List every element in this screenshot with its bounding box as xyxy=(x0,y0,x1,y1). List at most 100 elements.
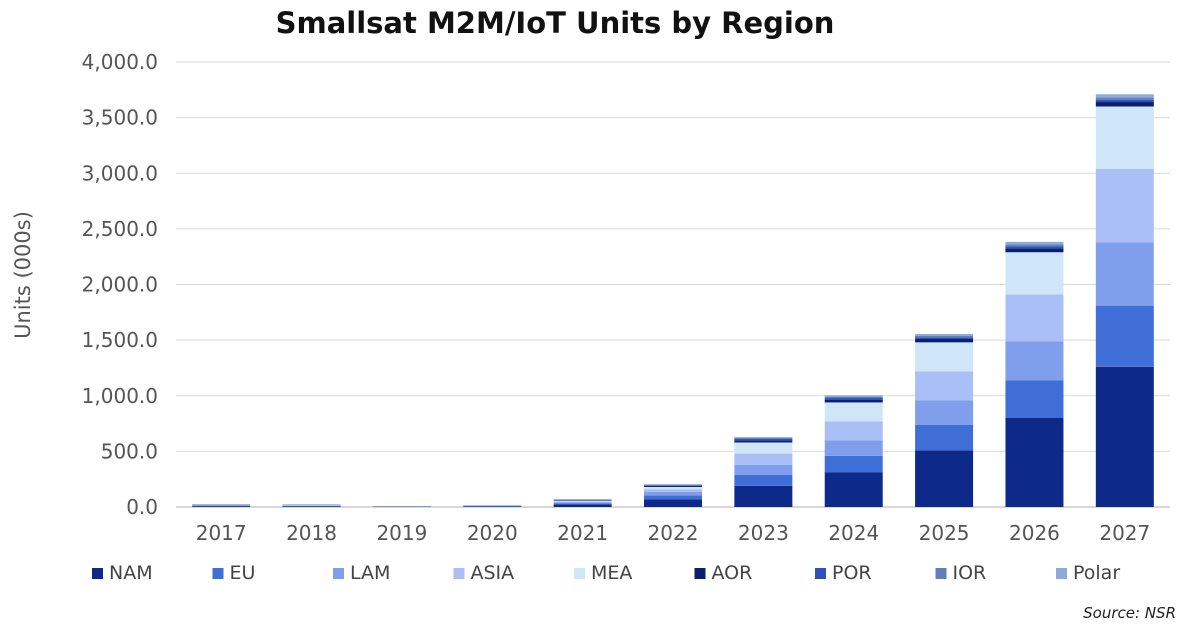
bar-segment-aor xyxy=(1095,102,1154,107)
bar-segment-polar xyxy=(824,395,883,397)
bar-segment-ior xyxy=(915,335,974,338)
bar-segment-polar xyxy=(1005,241,1064,245)
bar-segment-lam xyxy=(644,491,702,496)
bar-segment-nam xyxy=(192,506,251,507)
bar-segment-aor xyxy=(915,339,974,343)
legend-swatch xyxy=(212,568,224,579)
bar-segment-polar xyxy=(734,436,793,438)
bar-segment-lam xyxy=(734,464,793,475)
bar-segment-asia xyxy=(1005,294,1064,342)
y-tick-label: 4,000.0 xyxy=(82,50,158,74)
legend-swatch xyxy=(1056,568,1067,579)
x-tick-label: 2023 xyxy=(738,521,789,545)
bar-segment-eu xyxy=(192,505,251,507)
bar-segment-nam xyxy=(824,472,883,507)
bar-segment-eu xyxy=(553,503,612,505)
x-tick-label: 2018 xyxy=(286,521,337,545)
x-tick-label: 2026 xyxy=(1009,521,1060,545)
x-tick-label: 2024 xyxy=(828,521,879,545)
bar-segment-asia xyxy=(915,371,974,401)
legend-label: LAM xyxy=(350,562,390,584)
bar-segment-eu xyxy=(1005,380,1064,418)
bar-segment-nam xyxy=(463,506,522,507)
bar-segment-mea xyxy=(1005,252,1064,295)
bar-segment-por xyxy=(644,485,702,486)
legend-swatch xyxy=(935,568,947,579)
bar-segment-asia xyxy=(824,421,883,441)
x-tick-label: 2020 xyxy=(467,521,518,545)
legend-swatch xyxy=(92,568,103,579)
x-tick-label: 2017 xyxy=(196,521,247,545)
bar-segment-por xyxy=(915,337,974,340)
bar-segment-nam xyxy=(1095,366,1154,507)
bar-segment-aor xyxy=(553,500,612,501)
bar-segment-nam xyxy=(553,504,612,507)
y-tick-label: 2,500.0 xyxy=(82,217,158,241)
bar-segment-lam xyxy=(553,502,612,504)
legend-swatch xyxy=(333,568,344,579)
bar-segment-por xyxy=(1005,246,1064,249)
bar-segment-mea xyxy=(734,442,793,454)
y-tick-label: 1,500.0 xyxy=(82,328,158,352)
bar-segment-lam xyxy=(824,440,883,456)
bar-segment-asia xyxy=(1095,168,1154,243)
bar-segment-lam xyxy=(915,400,974,425)
bars xyxy=(192,94,1154,507)
legend-swatch xyxy=(574,568,585,579)
bar-segment-polar xyxy=(1095,94,1154,98)
legend-label: Polar xyxy=(1073,562,1120,584)
bar-segment-mea xyxy=(824,402,883,422)
chart-title: Smallsat M2M/IoT Units by Region xyxy=(275,6,835,40)
bar-segment-nam xyxy=(282,506,341,507)
legend-swatch xyxy=(453,568,465,579)
y-tick-label: 3,500.0 xyxy=(82,106,158,130)
bar-segment-ior xyxy=(734,437,793,439)
x-tick-label: 2022 xyxy=(648,521,699,545)
legend-label: ASIA xyxy=(471,562,515,584)
bar-segment-ior xyxy=(1095,97,1154,100)
bar-segment-nam xyxy=(734,485,793,507)
x-tick-label: 2027 xyxy=(1099,521,1150,545)
bar-segment-eu xyxy=(1095,305,1154,367)
legend-label: NAM xyxy=(109,562,153,584)
y-axis-ticks: 0.0 500.0 1,000.0 1,500.0 2,000.0 2,500.0 3,00… xyxy=(82,50,158,519)
bar-segment-aor xyxy=(644,485,702,487)
x-tick-label: 2019 xyxy=(376,521,427,545)
bar-segment-asia xyxy=(644,489,702,492)
bar-segment-ior xyxy=(1005,244,1064,247)
bar-segment-por xyxy=(824,397,883,400)
bar-segment-eu xyxy=(915,424,974,451)
legend-swatch xyxy=(694,568,706,579)
bar-segment-eu xyxy=(824,455,883,473)
legend-label: MEA xyxy=(591,562,632,584)
bar-segment-mea xyxy=(644,486,702,490)
bar-segment-lam xyxy=(1005,341,1064,381)
bar-segment-mea xyxy=(553,500,612,502)
bar-segment-aor xyxy=(824,399,883,403)
bar-segment-ior xyxy=(824,396,883,398)
y-axis-label: Units (000s) xyxy=(11,211,35,339)
legend-label: EU xyxy=(230,562,256,584)
bar-segment-mea xyxy=(915,342,974,372)
y-tick-label: 500.0 xyxy=(101,439,158,463)
bar-segment-nam xyxy=(1005,418,1064,507)
legend-label: POR xyxy=(832,562,872,584)
legend-label: AOR xyxy=(712,562,753,584)
bar-segment-mea xyxy=(1095,106,1154,169)
bar-segment-lam xyxy=(1095,242,1154,306)
bar-segment-aor xyxy=(1005,248,1064,253)
bar-segment-por xyxy=(734,438,793,441)
legend-label: IOR xyxy=(953,562,987,584)
x-axis-ticks: 2017 2018 2019 2020 2021 2022 2023 2024 2025 2026… xyxy=(196,521,1151,545)
bar-segment-eu xyxy=(734,474,793,486)
y-tick-label: 3,000.0 xyxy=(82,161,158,185)
legend-swatch xyxy=(815,568,826,579)
y-tick-label: 2,000.0 xyxy=(82,273,158,297)
bar-segment-asia xyxy=(734,453,793,465)
bar-segment-polar xyxy=(915,334,974,336)
bar-segment-por xyxy=(1095,99,1154,103)
bar-segment-nam xyxy=(644,499,702,507)
x-tick-label: 2021 xyxy=(557,521,608,545)
y-tick-label: 0.0 xyxy=(126,495,158,519)
